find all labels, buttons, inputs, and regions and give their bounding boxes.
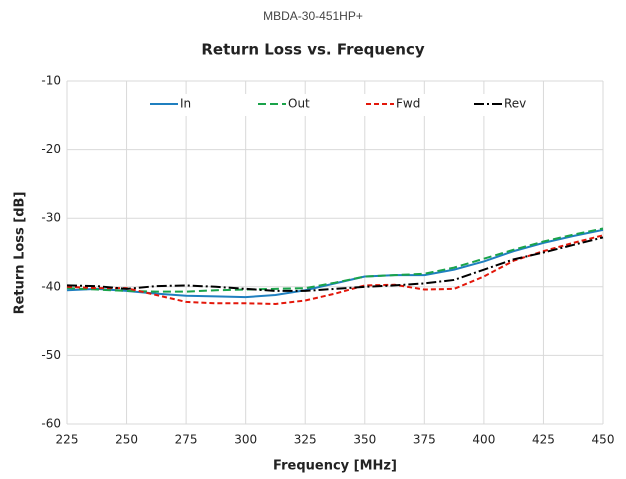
y-tick-label: -40	[41, 279, 61, 293]
series-line	[66, 227, 604, 293]
y-tick-label: -10	[41, 74, 61, 88]
series-line	[66, 234, 604, 305]
x-tick-label: 275	[175, 433, 198, 447]
legend-label: Rev	[504, 97, 526, 111]
y-tick-label: -60	[41, 417, 61, 431]
x-tick-label: 300	[234, 433, 257, 447]
x-tick-label: 450	[592, 433, 615, 447]
x-tick-label: 325	[294, 433, 317, 447]
legend-label: Fwd	[396, 97, 420, 111]
legend-background	[130, 94, 530, 116]
x-tick-label: 375	[413, 433, 436, 447]
x-tick-label: 250	[115, 433, 138, 447]
x-tick-label: 400	[472, 433, 495, 447]
y-axis-label: Return Loss [dB]	[13, 192, 28, 315]
chart-title: Return Loss vs. Frequency	[201, 41, 424, 59]
legend-label: Out	[288, 97, 310, 111]
series-line	[66, 236, 604, 292]
x-tick-label: 350	[353, 433, 376, 447]
x-tick-label: 425	[532, 433, 555, 447]
x-axis-label: Frequency [MHz]	[273, 459, 397, 474]
y-tick-label: -20	[41, 142, 61, 156]
y-tick-label: -30	[41, 211, 61, 225]
chart-header: MBDA-30-451HP+	[263, 9, 363, 23]
x-tick-label: 225	[56, 433, 79, 447]
legend-label: In	[180, 97, 191, 111]
y-tick-label: -50	[41, 348, 61, 362]
